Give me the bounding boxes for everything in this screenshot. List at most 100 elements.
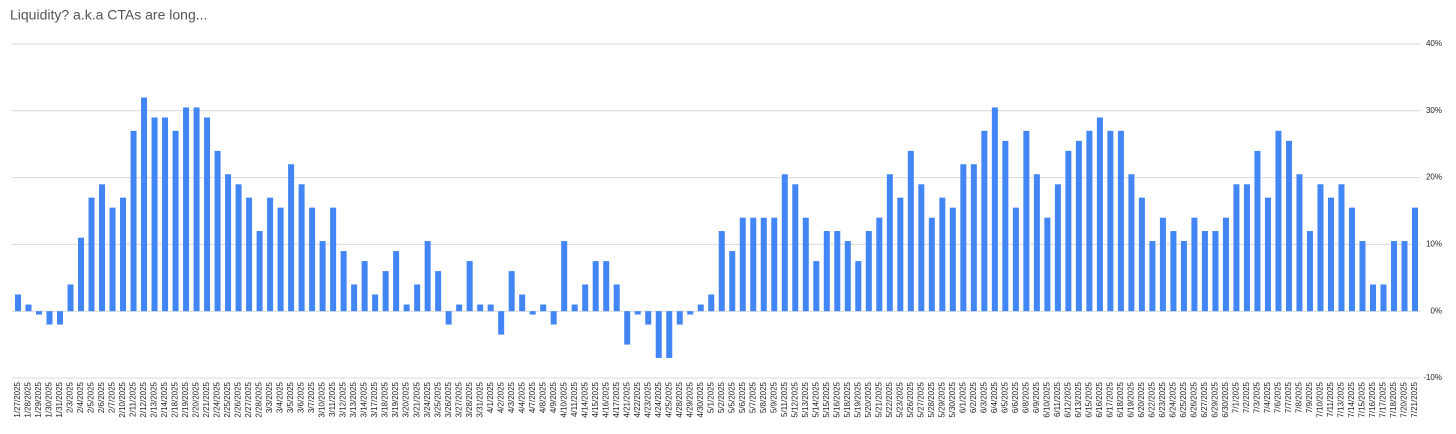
x-tick-label: 2/26/2025 — [234, 381, 243, 417]
x-tick-label: 3/28/2025 — [465, 381, 474, 417]
bar — [141, 97, 148, 312]
x-tick-label: 6/27/2025 — [1200, 381, 1209, 417]
bar — [1180, 241, 1187, 312]
x-tick-label: 7/9/2025 — [1305, 381, 1314, 413]
bar — [1296, 174, 1303, 312]
x-tick-label: 2/6/2025 — [97, 381, 106, 413]
x-tick-label: 6/13/2025 — [1074, 381, 1083, 417]
bar — [193, 107, 200, 312]
x-tick-label: 2/20/2025 — [192, 381, 201, 417]
x-tick-label: 4/7/2025 — [528, 381, 537, 413]
bar — [508, 271, 515, 312]
x-tick-label: 5/15/2025 — [822, 381, 831, 417]
x-tick-label: 2/21/2025 — [202, 381, 211, 417]
x-tick-label: 5/18/2025 — [843, 381, 852, 417]
x-tick-label: 6/10/2025 — [1042, 381, 1051, 417]
bar — [645, 311, 652, 325]
bar — [466, 261, 473, 312]
bar — [613, 284, 620, 312]
x-tick-label: 6/4/2025 — [990, 381, 999, 413]
bar — [1390, 241, 1397, 312]
x-tick-label: 4/22/2025 — [633, 381, 642, 417]
bar — [372, 294, 379, 312]
bar — [1212, 231, 1219, 312]
x-tick-label: 3/3/2025 — [265, 381, 274, 413]
x-tick-label: 5/19/2025 — [853, 381, 862, 417]
x-tick-label: 3/17/2025 — [370, 381, 379, 417]
bar — [445, 311, 452, 325]
x-tick-label: 4/9/2025 — [549, 381, 558, 413]
bar — [939, 197, 946, 312]
x-tick-label: 7/6/2025 — [1274, 381, 1283, 413]
x-tick-label: 6/2/2025 — [969, 381, 978, 413]
bar — [1222, 217, 1229, 312]
x-tick-label: 5/30/2025 — [948, 381, 957, 417]
bar — [676, 311, 683, 325]
bar — [88, 197, 95, 312]
bar — [1075, 140, 1082, 312]
bar — [876, 217, 883, 312]
x-tick-label: 5/21/2025 — [874, 381, 883, 417]
bar — [1096, 117, 1103, 312]
bar — [592, 261, 599, 312]
x-tick-label: 5/14/2025 — [811, 381, 820, 417]
x-tick-label: 4/1/2025 — [486, 381, 495, 413]
bar — [256, 231, 263, 312]
bar — [1002, 140, 1009, 312]
x-tick-label: 7/17/2025 — [1379, 381, 1388, 417]
bar — [151, 117, 158, 312]
x-tick-label: 6/6/2025 — [1011, 381, 1020, 413]
bar — [897, 197, 904, 312]
bar — [844, 241, 851, 312]
bar — [624, 311, 631, 345]
x-tick-label: 4/28/2025 — [675, 381, 684, 417]
x-tick-label: 3/25/2025 — [433, 381, 442, 417]
x-tick-label: 4/14/2025 — [580, 381, 589, 417]
bar — [540, 304, 547, 312]
bar — [25, 304, 32, 312]
x-tick-label: 2/14/2025 — [160, 381, 169, 417]
x-tick-label: 7/10/2025 — [1316, 381, 1325, 417]
bar — [1401, 241, 1408, 312]
x-tick-label: 7/4/2025 — [1263, 381, 1272, 413]
x-tick-label: 7/18/2025 — [1389, 381, 1398, 417]
x-tick-label: 6/16/2025 — [1095, 381, 1104, 417]
x-tick-label: 5/9/2025 — [769, 381, 778, 413]
x-tick-label: 5/29/2025 — [937, 381, 946, 417]
bar — [109, 207, 116, 312]
x-tick-label: 6/1/2025 — [958, 381, 967, 413]
x-tick-label: 5/27/2025 — [916, 381, 925, 417]
bar — [351, 284, 358, 312]
bar — [991, 107, 998, 312]
x-tick-label: 6/29/2025 — [1211, 381, 1220, 417]
x-tick-label: 5/1/2025 — [706, 381, 715, 413]
x-tick-label: 6/11/2025 — [1053, 381, 1062, 417]
x-tick-label: 5/22/2025 — [885, 381, 894, 417]
x-tick-label: 7/1/2025 — [1232, 381, 1241, 413]
x-tick-label: 4/4/2025 — [517, 381, 526, 413]
bar — [15, 294, 21, 312]
x-tick-label: 3/5/2025 — [286, 381, 295, 413]
x-tick-label: 4/17/2025 — [612, 381, 621, 417]
x-tick-label: 1/28/2025 — [24, 381, 33, 417]
x-tick-label: 7/7/2025 — [1284, 381, 1293, 413]
bar — [1033, 174, 1040, 312]
x-tick-label: 1/30/2025 — [45, 381, 54, 417]
x-tick-label: 2/4/2025 — [76, 381, 85, 413]
bar — [225, 174, 232, 312]
x-tick-label: 6/5/2025 — [1000, 381, 1009, 413]
x-tick-label: 2/18/2025 — [171, 381, 180, 417]
bar — [330, 207, 337, 312]
bar — [1159, 217, 1166, 312]
bar — [781, 174, 788, 312]
x-tick-label: 1/31/2025 — [55, 381, 64, 417]
bar — [1086, 130, 1093, 312]
x-tick-label: 3/13/2025 — [349, 381, 358, 417]
bar — [750, 217, 757, 312]
bar — [529, 311, 536, 315]
bar — [1138, 197, 1145, 312]
y-tick-label: -10% — [1423, 373, 1442, 382]
x-tick-label: 6/25/2025 — [1179, 381, 1188, 417]
x-tick-label: 2/3/2025 — [66, 381, 75, 413]
bar — [1023, 130, 1030, 312]
